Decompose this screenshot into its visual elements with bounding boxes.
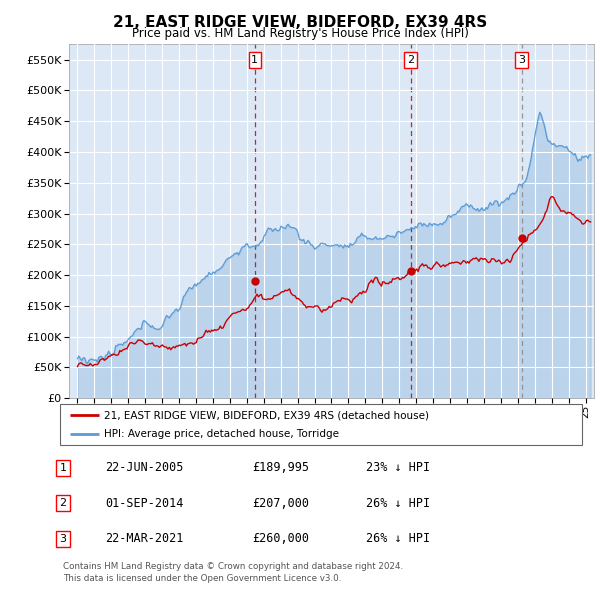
Text: £189,995: £189,995 [252, 461, 309, 474]
Text: 26% ↓ HPI: 26% ↓ HPI [366, 497, 430, 510]
Text: 22-MAR-2021: 22-MAR-2021 [105, 532, 184, 545]
Text: 3: 3 [518, 55, 525, 65]
Text: 26% ↓ HPI: 26% ↓ HPI [366, 532, 430, 545]
Text: 01-SEP-2014: 01-SEP-2014 [105, 497, 184, 510]
Text: 21, EAST RIDGE VIEW, BIDEFORD, EX39 4RS (detached house): 21, EAST RIDGE VIEW, BIDEFORD, EX39 4RS … [104, 410, 430, 420]
FancyBboxPatch shape [60, 404, 582, 445]
Text: HPI: Average price, detached house, Torridge: HPI: Average price, detached house, Torr… [104, 430, 340, 440]
Text: 3: 3 [59, 534, 67, 543]
Text: Price paid vs. HM Land Registry's House Price Index (HPI): Price paid vs. HM Land Registry's House … [131, 27, 469, 40]
Text: £207,000: £207,000 [252, 497, 309, 510]
Text: 23% ↓ HPI: 23% ↓ HPI [366, 461, 430, 474]
Text: 22-JUN-2005: 22-JUN-2005 [105, 461, 184, 474]
Text: 1: 1 [59, 463, 67, 473]
Text: 1: 1 [251, 55, 258, 65]
Text: Contains HM Land Registry data © Crown copyright and database right 2024.
This d: Contains HM Land Registry data © Crown c… [63, 562, 403, 583]
Text: £260,000: £260,000 [252, 532, 309, 545]
Text: 2: 2 [59, 499, 67, 508]
Text: 21, EAST RIDGE VIEW, BIDEFORD, EX39 4RS: 21, EAST RIDGE VIEW, BIDEFORD, EX39 4RS [113, 15, 487, 30]
Text: 2: 2 [407, 55, 414, 65]
